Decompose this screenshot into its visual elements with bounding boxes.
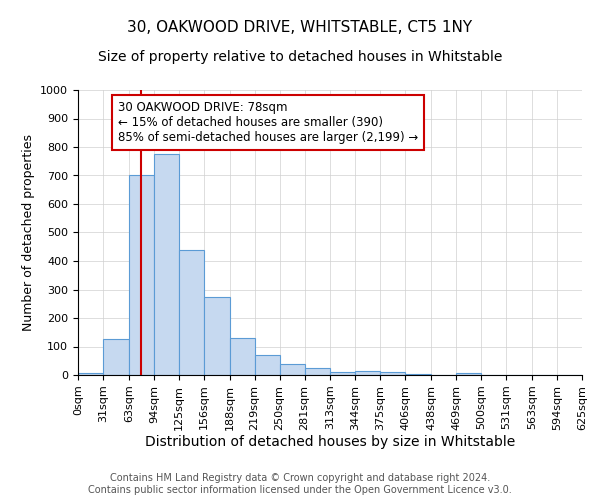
Bar: [456, 372, 481, 375]
Text: Size of property relative to detached houses in Whitstable: Size of property relative to detached ho…: [98, 50, 502, 64]
Bar: [406, 374, 431, 375]
Bar: [331, 372, 355, 375]
Text: 30, OAKWOOD DRIVE, WHITSTABLE, CT5 1NY: 30, OAKWOOD DRIVE, WHITSTABLE, CT5 1NY: [127, 20, 473, 35]
Bar: [254, 355, 280, 375]
Bar: [129, 176, 154, 375]
Bar: [154, 154, 179, 375]
Text: Contains HM Land Registry data © Crown copyright and database right 2024.
Contai: Contains HM Land Registry data © Crown c…: [88, 474, 512, 495]
Bar: [103, 338, 129, 375]
X-axis label: Distribution of detached houses by size in Whitstable: Distribution of detached houses by size …: [145, 436, 515, 450]
Y-axis label: Number of detached properties: Number of detached properties: [22, 134, 35, 331]
Bar: [355, 370, 380, 375]
Bar: [380, 372, 406, 375]
Bar: [204, 296, 230, 375]
Bar: [78, 372, 103, 375]
Bar: [280, 364, 305, 375]
Bar: [179, 250, 204, 375]
Text: 30 OAKWOOD DRIVE: 78sqm
← 15% of detached houses are smaller (390)
85% of semi-d: 30 OAKWOOD DRIVE: 78sqm ← 15% of detache…: [118, 102, 419, 144]
Bar: [230, 338, 254, 375]
Bar: [305, 368, 331, 375]
